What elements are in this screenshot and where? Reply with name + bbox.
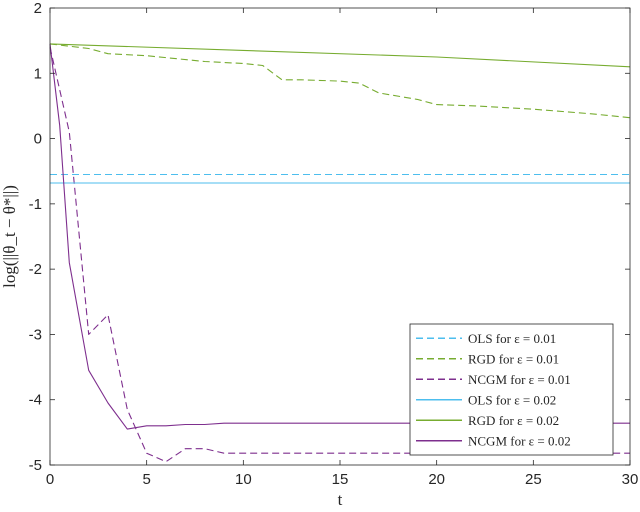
y-axis-label: log(||θ_t − θ*||) [0, 185, 19, 288]
legend-entry-4: OLS for ε = 0.02 [468, 392, 556, 407]
y-ticks: 2 1 0 -1 -2 -3 -4 -5 [29, 0, 630, 474]
legend-entry-3: NCGM for ε = 0.01 [468, 372, 571, 387]
plot-area: 0 5 10 15 20 25 30 210-1-2-3-4-5 [29, 0, 639, 488]
x-tick-label: 0 [46, 471, 54, 488]
y-tick-label: -3 [29, 326, 42, 343]
y-tick-label: 1 [34, 65, 42, 82]
y-tick-label: -1 [29, 196, 42, 213]
legend-box [409, 323, 614, 456]
y-tick-label: -2 [29, 261, 42, 278]
x-axis-label: t [338, 490, 343, 509]
series-line-3 [49, 47, 630, 463]
x-tick-label: 15 [332, 471, 349, 488]
x-ticks: 0 5 10 15 20 25 30 [46, 8, 639, 488]
x-tick-label: 10 [235, 471, 252, 488]
y-tick-label: -4 [29, 392, 42, 409]
legend: OLS for ε = 0.01 RGD for ε = 0.01 NCGM for… [409, 323, 614, 456]
legend-entry-5: RGD for ε = 0.02 [468, 413, 559, 428]
legend-entry-2: RGD for ε = 0.01 [468, 351, 559, 366]
x-tick-label: 5 [142, 471, 150, 488]
y-tick-label: 0 [34, 131, 42, 148]
series-lines [49, 43, 631, 463]
x-tick-label: 20 [428, 471, 445, 488]
legend-entry-1: OLS for ε = 0.01 [468, 331, 556, 346]
y-tick-label: -5 [29, 457, 42, 474]
series-line-6 [49, 43, 630, 430]
y-tick-label: 2 [34, 0, 42, 17]
x-tick-label: 30 [622, 471, 639, 488]
series-line-5 [49, 43, 631, 68]
x-tick-label: 25 [525, 471, 542, 488]
legend-entry-6: NCGM for ε = 0.02 [468, 433, 571, 448]
series-line-2 [49, 43, 631, 119]
